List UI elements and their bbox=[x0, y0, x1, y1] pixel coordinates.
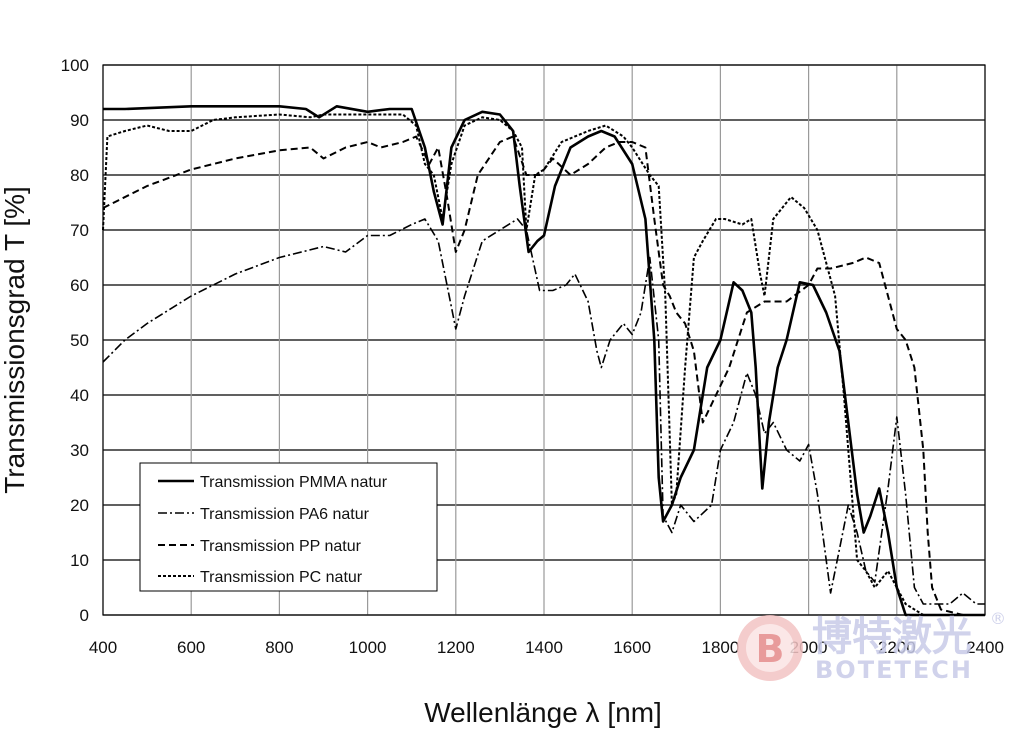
x-tick-label: 2200 bbox=[878, 638, 916, 657]
y-tick-labels: 0 10 20 30 40 50 60 70 80 90 100 bbox=[61, 56, 89, 625]
watermark: B 博特激光 BOTETECH ® bbox=[737, 609, 1006, 684]
y-tick-label: 40 bbox=[70, 386, 89, 405]
x-tick-label: 1600 bbox=[613, 638, 651, 657]
legend-box bbox=[139, 462, 438, 592]
chart-series bbox=[102, 105, 985, 617]
legend-label-pmma: Transmission PMMA natur bbox=[200, 474, 388, 491]
series-line-3 bbox=[102, 113, 985, 616]
x-tick-label: 2400 bbox=[966, 638, 1004, 657]
y-tick-label: 100 bbox=[61, 56, 89, 75]
watermark-text-en: BOTETECH bbox=[815, 656, 973, 684]
y-tick-label: 10 bbox=[70, 551, 89, 570]
x-tick-label: 1800 bbox=[701, 638, 739, 657]
x-tick-labels: 400 600 800 1000 1200 1400 1600 1800 2000 2200 240… bbox=[89, 638, 1004, 657]
x-tick-label: 1200 bbox=[437, 638, 475, 657]
plot-frame bbox=[102, 64, 986, 616]
legend-label-pp: Transmission PP natur bbox=[200, 538, 362, 555]
watermark-registered: ® bbox=[990, 609, 1006, 628]
x-tick-label: 400 bbox=[89, 638, 117, 657]
x-tick-label: 600 bbox=[177, 638, 205, 657]
y-tick-label: 50 bbox=[70, 331, 89, 350]
x-tick-label: 1400 bbox=[525, 638, 563, 657]
series-line-2 bbox=[102, 135, 985, 616]
y-tick-label: 0 bbox=[80, 606, 89, 625]
series-line-1 bbox=[102, 218, 985, 605]
watermark-logo-icon: B bbox=[737, 615, 803, 681]
x-axis-title: Wellenlänge λ [nm] bbox=[424, 697, 662, 728]
y-tick-label: 70 bbox=[70, 221, 89, 240]
y-axis-title: Transmissionsgrad T [%] bbox=[0, 186, 30, 494]
x-tick-label: 800 bbox=[265, 638, 293, 657]
y-tick-label: 30 bbox=[70, 441, 89, 460]
legend-label-pc: Transmission PC natur bbox=[200, 569, 363, 586]
y-tick-label: 80 bbox=[70, 166, 89, 185]
svg-text:B: B bbox=[756, 627, 785, 671]
x-tick-label: 1000 bbox=[349, 638, 387, 657]
legend: Transmission PMMA natur Transmission PA6… bbox=[139, 462, 438, 592]
series-line-0 bbox=[103, 105, 985, 617]
y-tick-label: 60 bbox=[70, 276, 89, 295]
watermark-text-cn: 博特激光 bbox=[812, 614, 972, 660]
legend-label-pa6: Transmission PA6 natur bbox=[200, 506, 370, 523]
y-tick-label: 90 bbox=[70, 111, 89, 130]
y-tick-label: 20 bbox=[70, 496, 89, 515]
